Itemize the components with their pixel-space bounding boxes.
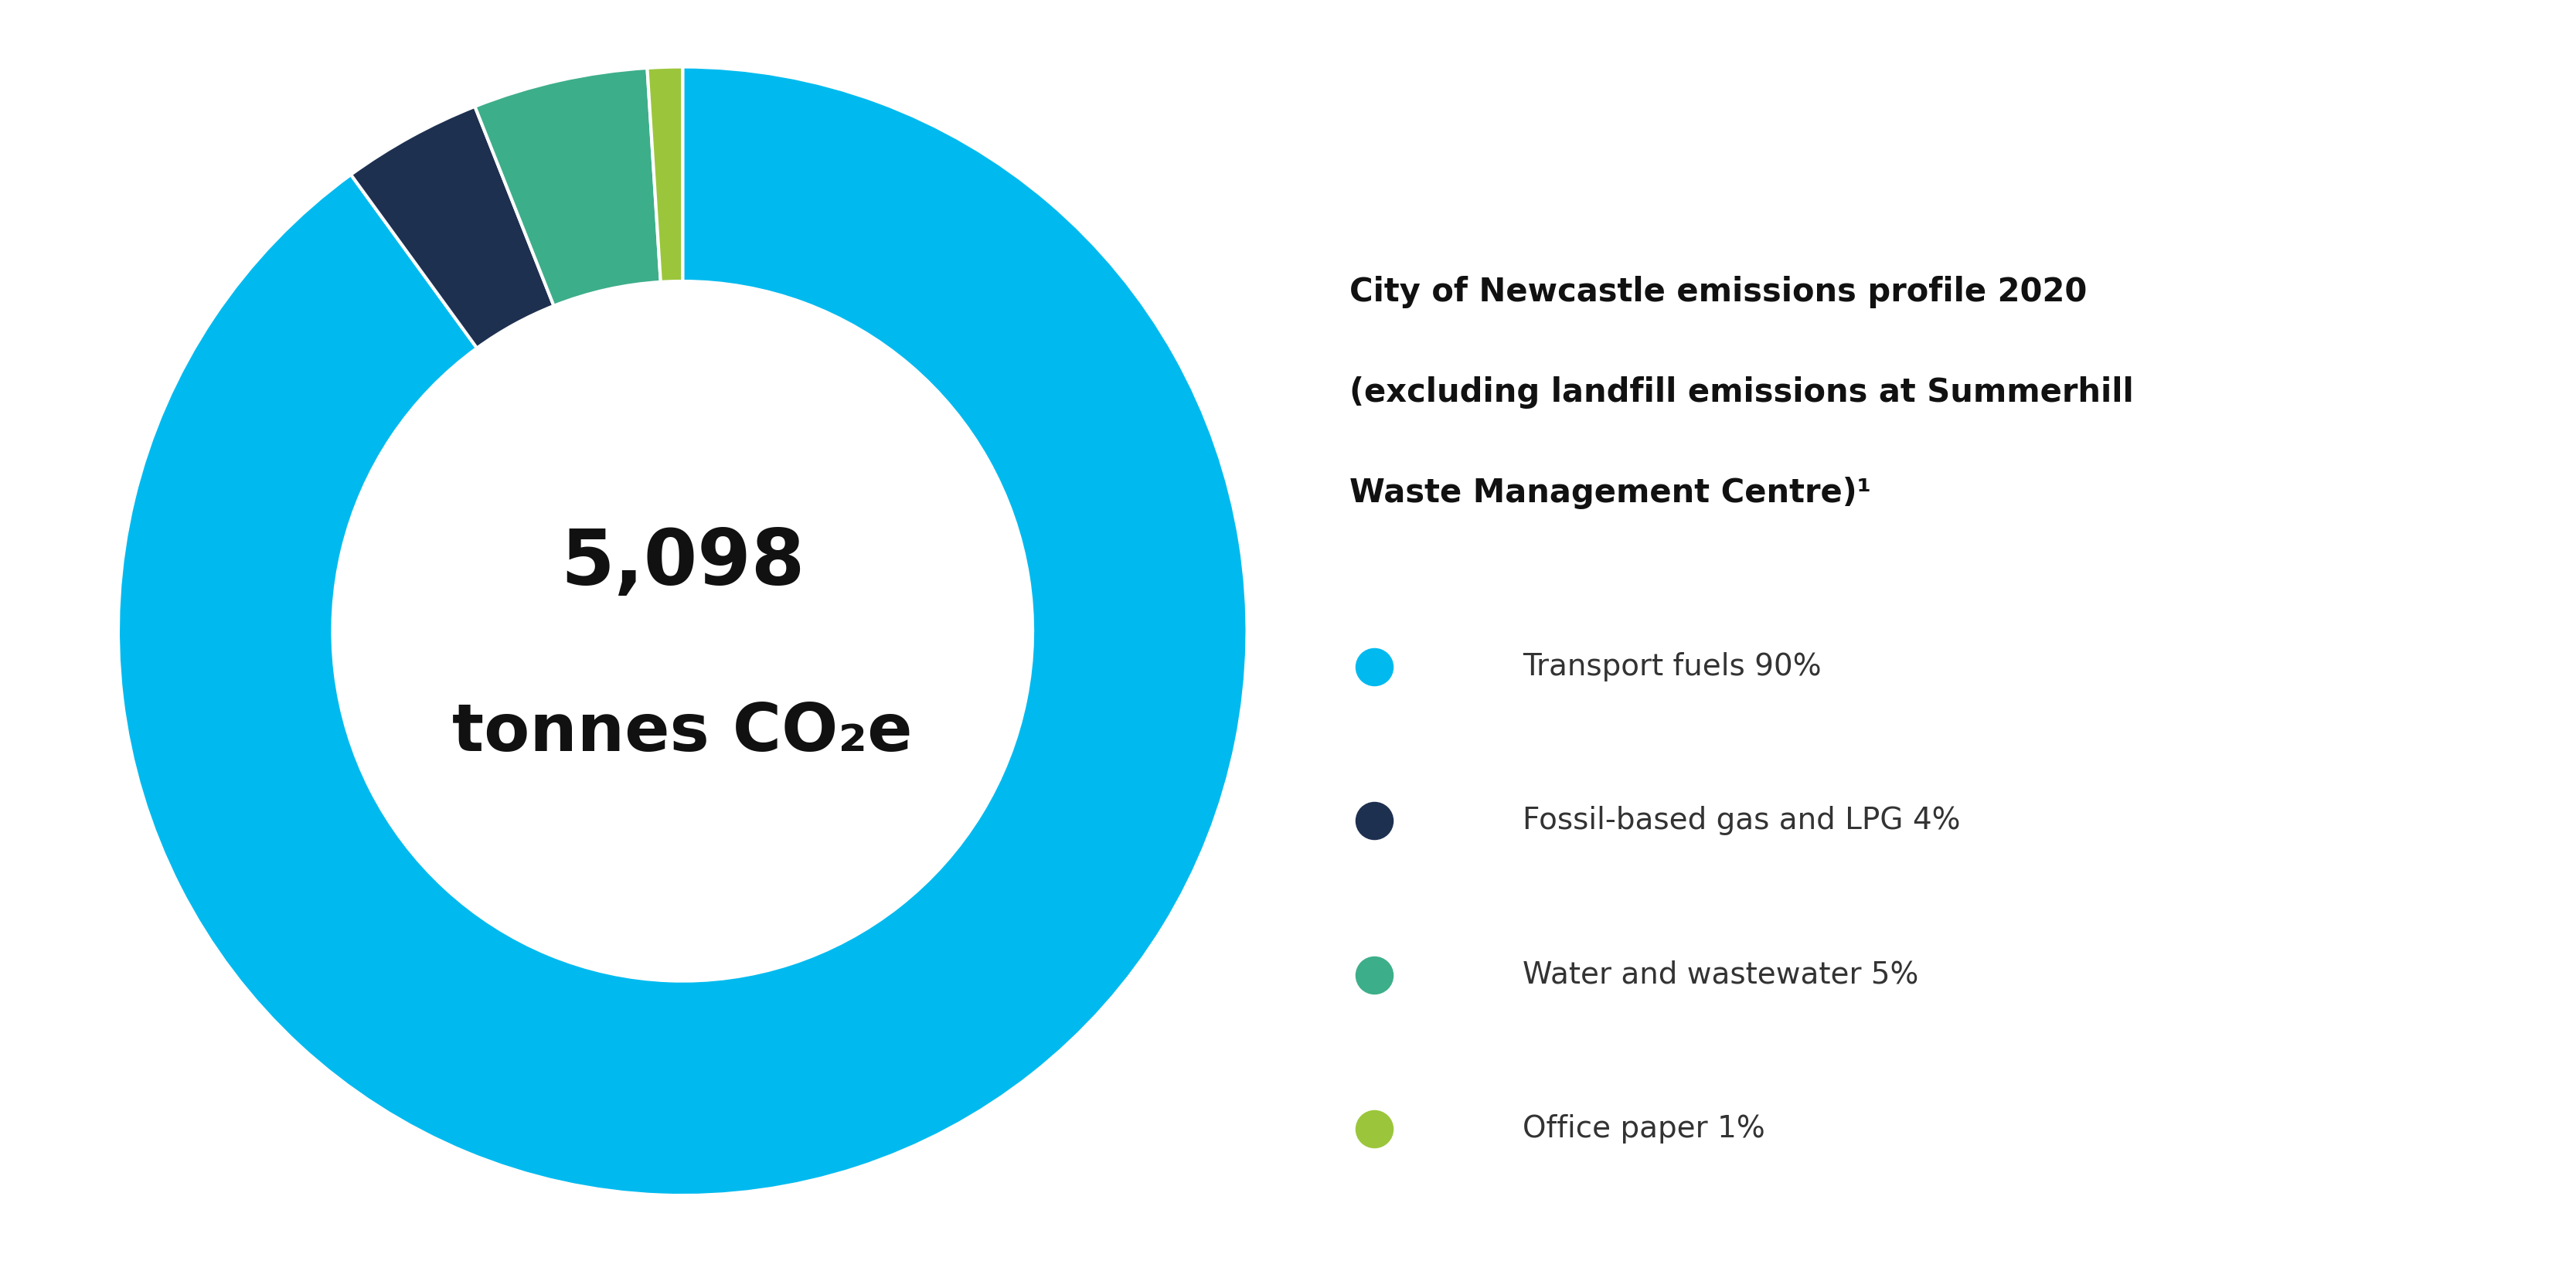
- Point: [1355, 965, 1396, 985]
- Wedge shape: [647, 67, 683, 282]
- Text: Transport fuels 90%: Transport fuels 90%: [1522, 652, 1821, 681]
- Text: 5,098: 5,098: [562, 526, 804, 601]
- Point: [1355, 1118, 1396, 1139]
- Point: [1355, 810, 1396, 831]
- Text: Water and wastewater 5%: Water and wastewater 5%: [1522, 960, 1919, 989]
- Text: tonnes CO₂e: tonnes CO₂e: [453, 701, 912, 765]
- Text: Fossil-based gas and LPG 4%: Fossil-based gas and LPG 4%: [1522, 806, 1960, 836]
- Wedge shape: [118, 67, 1247, 1195]
- Text: Waste Management Centre)¹: Waste Management Centre)¹: [1350, 477, 1873, 510]
- Point: [1355, 657, 1396, 677]
- Text: Office paper 1%: Office paper 1%: [1522, 1114, 1765, 1144]
- Text: City of Newcastle emissions profile 2020: City of Newcastle emissions profile 2020: [1350, 276, 2087, 308]
- Wedge shape: [350, 107, 554, 348]
- Wedge shape: [474, 68, 659, 305]
- Text: (excluding landfill emissions at Summerhill: (excluding landfill emissions at Summerh…: [1350, 376, 2133, 408]
